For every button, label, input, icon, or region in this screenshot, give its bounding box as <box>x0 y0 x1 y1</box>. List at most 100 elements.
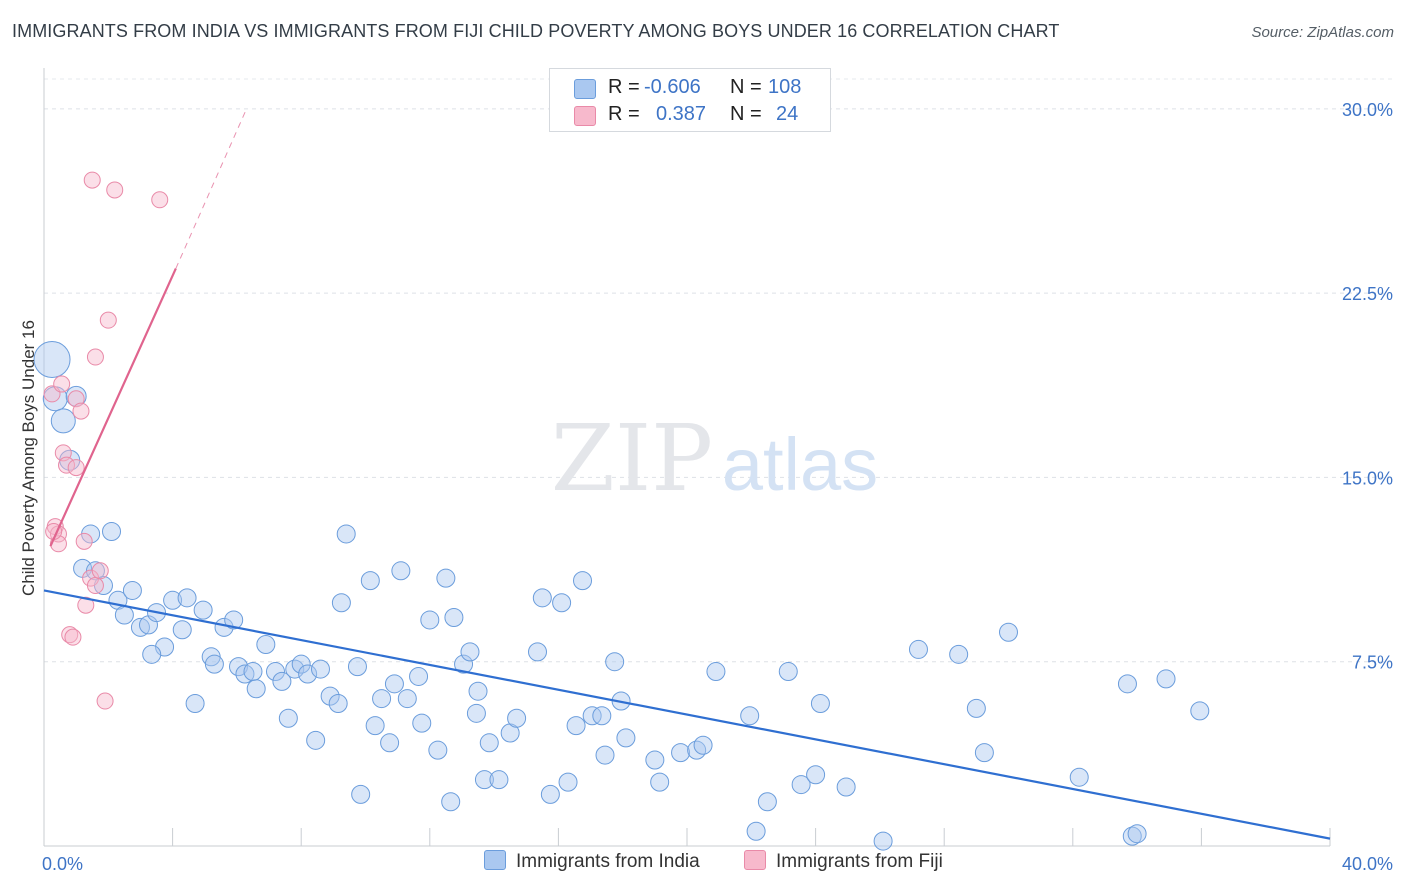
watermark-zip: ZIP <box>551 405 713 512</box>
india-point <box>50 408 76 434</box>
india-point <box>436 568 456 588</box>
india-swatch <box>484 850 506 870</box>
india-point <box>616 728 636 748</box>
legend-r-value: -0.606 <box>644 76 701 98</box>
india-point <box>1122 826 1142 846</box>
y-tick-labels: 7.5% 15.0% 22.5% 30.0% <box>1342 100 1393 673</box>
india-point <box>908 639 928 659</box>
india-point <box>466 703 486 723</box>
fiji-point <box>61 626 79 644</box>
india-point <box>444 607 464 627</box>
india-point <box>114 605 134 625</box>
india-point <box>397 689 417 709</box>
india-point <box>331 593 351 613</box>
grid-lines <box>44 78 1392 663</box>
axes <box>43 68 1331 847</box>
india-point <box>999 622 1018 642</box>
india-point <box>185 693 205 713</box>
fiji-point <box>91 562 109 580</box>
india-point <box>693 735 713 755</box>
y-tick-label: 15.0% <box>1342 468 1393 488</box>
legend-n-value: 24 <box>776 103 799 125</box>
correlation-legend: R = -0.606 N = 108 R = 0.387 N = 24 <box>549 68 831 132</box>
fiji-trend-line <box>49 268 177 547</box>
india-point <box>746 821 766 841</box>
india-point <box>592 706 612 726</box>
india-point <box>193 600 213 620</box>
y-tick-label: 30.0% <box>1342 100 1393 120</box>
fiji-point <box>64 628 82 646</box>
fiji-point <box>58 456 76 474</box>
india-point <box>532 588 552 608</box>
india-point <box>360 571 380 591</box>
india-point <box>528 642 548 662</box>
india-point <box>873 831 893 851</box>
india-point <box>1190 701 1210 721</box>
india-point <box>256 635 276 655</box>
india-point <box>336 524 356 544</box>
india-point <box>558 772 578 792</box>
india-point <box>687 740 707 760</box>
india-trend-line <box>43 589 1331 840</box>
india-point <box>163 590 183 610</box>
india-point <box>420 610 440 630</box>
legend-row-fiji: R = 0.387 N = 24 <box>550 102 830 128</box>
india-point <box>806 765 826 785</box>
fiji-point <box>83 171 101 189</box>
trend-lines <box>43 108 1331 840</box>
fiji-point <box>72 402 90 420</box>
fiji-swatch <box>744 850 766 870</box>
y-tick-label: 22.5% <box>1342 284 1393 304</box>
india-point <box>474 770 494 790</box>
india-point <box>645 750 665 770</box>
india-point <box>306 730 326 750</box>
india-point <box>479 733 499 753</box>
india-point <box>460 642 480 662</box>
india-point <box>272 671 292 691</box>
india-point <box>177 588 197 608</box>
india-point <box>33 340 71 378</box>
legend-row-india: R = -0.606 N = 108 <box>550 75 830 101</box>
india-point <box>1069 767 1089 787</box>
india-point <box>974 743 994 763</box>
india-point <box>441 792 461 812</box>
india-point <box>740 706 760 726</box>
legend-r-label: R = <box>608 103 640 125</box>
india-point <box>1127 824 1147 844</box>
fiji-trend-extension <box>175 108 248 269</box>
india-point <box>412 713 432 733</box>
india-point <box>172 620 192 640</box>
india-point <box>372 689 392 709</box>
india-point <box>810 693 830 713</box>
india-point <box>605 652 625 672</box>
india-point <box>650 772 670 792</box>
fiji-point <box>96 692 114 710</box>
fiji-point <box>53 375 71 393</box>
india-points <box>33 340 1210 851</box>
india-point <box>949 644 969 664</box>
india-point <box>130 617 150 637</box>
india-point <box>468 681 488 701</box>
legend-n-label: N = <box>730 76 762 98</box>
india-swatch <box>574 79 596 99</box>
india-point <box>706 662 726 682</box>
legend-n-value: 108 <box>768 76 802 98</box>
india-point <box>966 698 986 718</box>
india-point <box>791 775 811 795</box>
india-point <box>142 644 162 664</box>
india-point <box>235 664 255 684</box>
india-point <box>347 657 367 677</box>
india-point <box>1117 674 1137 694</box>
india-point <box>328 693 348 713</box>
x-tick-labels: 0.0% 40.0% <box>42 854 1393 874</box>
fiji-swatch <box>574 106 596 126</box>
india-point <box>204 654 224 674</box>
watermark-atlas: atlas <box>722 423 878 506</box>
fiji-point <box>151 191 169 209</box>
india-point <box>351 784 371 804</box>
legend-r-label: R = <box>608 76 640 98</box>
india-point <box>291 654 311 674</box>
y-axis-label: Child Poverty Among Boys Under 16 <box>19 320 38 596</box>
india-point <box>409 666 429 686</box>
